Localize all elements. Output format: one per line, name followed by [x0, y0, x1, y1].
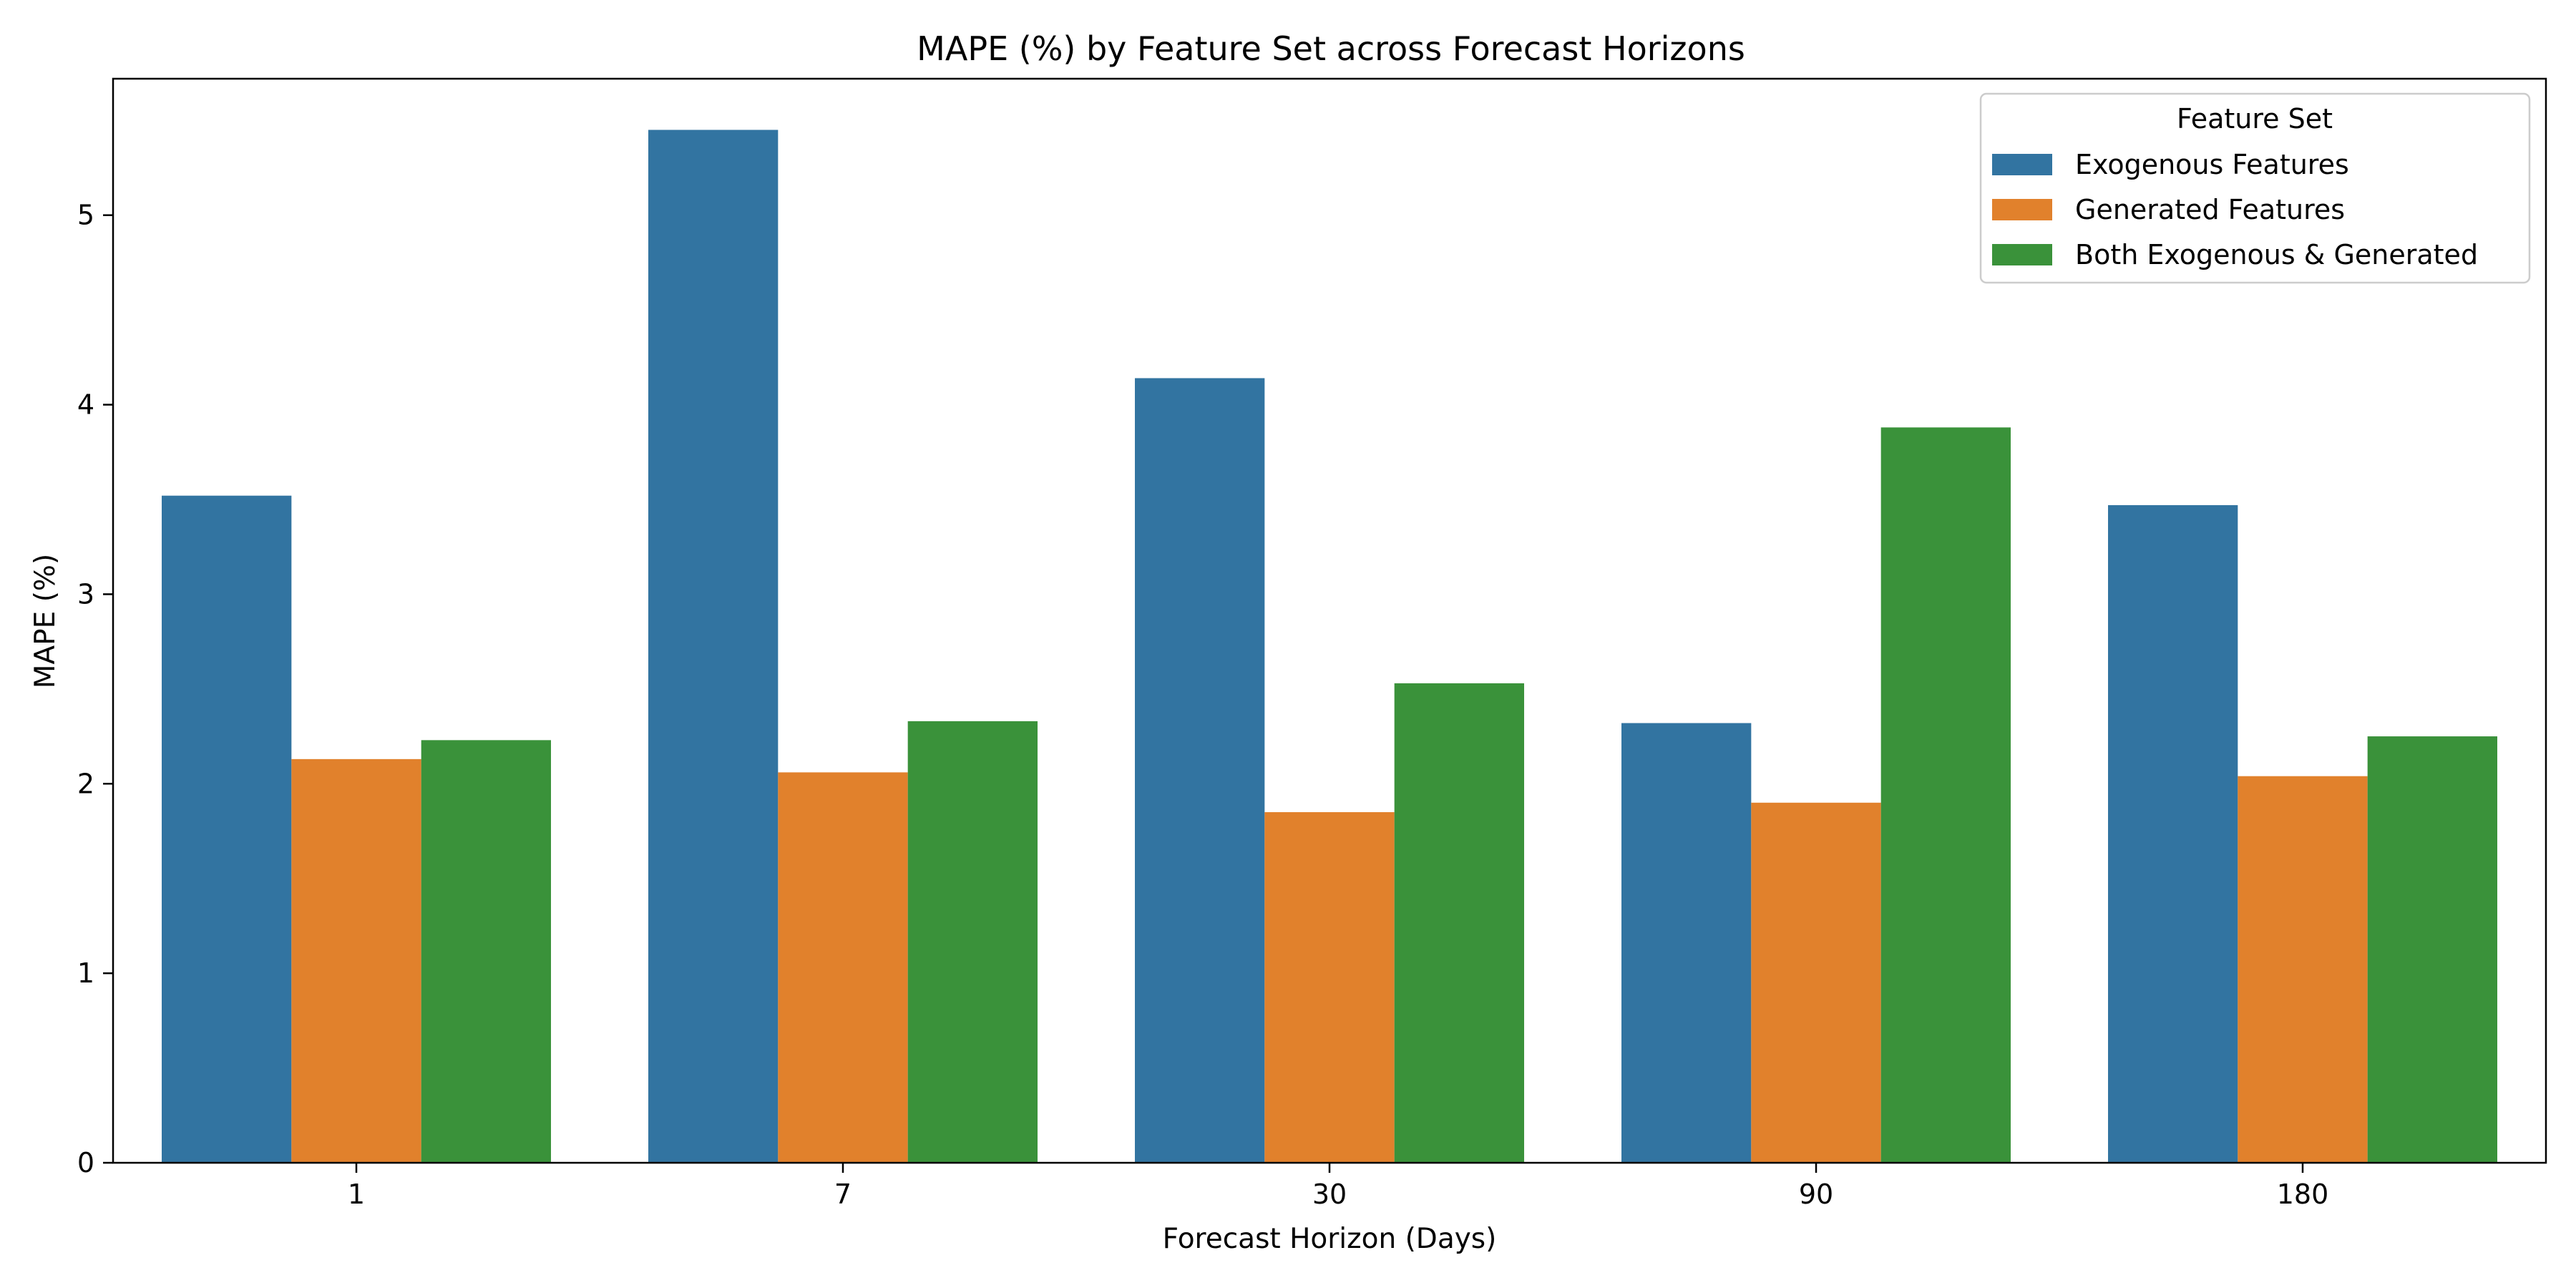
legend-items: Exogenous Features Generated Features Both… [1992, 149, 2478, 270]
y-tick-label: 5 [77, 200, 94, 231]
legend-swatch-1 [1992, 154, 2052, 175]
y-tick-label: 3 [77, 578, 94, 610]
x-axis: 1 7 30 90 180 [348, 1163, 2328, 1210]
y-tick-label: 2 [77, 768, 94, 799]
bar-series-1-horizon-30 [1135, 378, 1265, 1163]
bars-layer [162, 130, 2497, 1163]
bar-series-3-horizon-1 [421, 740, 551, 1163]
x-tick-label: 90 [1799, 1179, 1833, 1210]
x-axis-title: Forecast Horizon (Days) [1163, 1223, 1497, 1255]
legend-label-2: Generated Features [2075, 194, 2345, 225]
bar-series-3-horizon-7 [907, 721, 1038, 1163]
x-tick-label: 7 [834, 1179, 852, 1210]
legend-swatch-3 [1992, 244, 2052, 265]
bar-series-2-horizon-1 [291, 758, 421, 1163]
legend-box [1979, 92, 2531, 284]
x-tick-label: 1 [348, 1179, 365, 1210]
bar-series-3-horizon-30 [1394, 683, 1524, 1163]
y-tick-label: 1 [77, 957, 94, 989]
bar-series-2-horizon-180 [2238, 776, 2368, 1163]
x-tick-label: 30 [1312, 1179, 1347, 1210]
plot-frame [112, 77, 2547, 1164]
bar-series-3-horizon-90 [1880, 427, 2011, 1163]
chart-title: MAPE (%) by Feature Set across Forecast … [917, 29, 1745, 68]
legend-label-1: Exogenous Features [2075, 149, 2349, 180]
y-tick-label: 0 [77, 1147, 94, 1179]
bar-series-3-horizon-180 [2367, 736, 2497, 1163]
bar-series-2-horizon-7 [778, 772, 908, 1163]
bar-series-1-horizon-90 [1621, 723, 1752, 1163]
legend-swatch-2 [1992, 199, 2052, 220]
bar-series-1-horizon-180 [2108, 504, 2238, 1163]
x-tick-label: 180 [2277, 1179, 2329, 1210]
bar-series-2-horizon-30 [1264, 812, 1395, 1163]
y-axis: 0 1 2 3 4 5 [77, 200, 113, 1179]
bar-series-1-horizon-1 [162, 495, 292, 1163]
y-axis-title: MAPE (%) [29, 554, 62, 688]
legend-label-3: Both Exogenous & Generated [2075, 239, 2478, 270]
y-tick-label: 4 [77, 389, 94, 421]
bar-series-2-horizon-90 [1751, 802, 1881, 1163]
legend-title: Feature Set [2177, 103, 2333, 135]
legend: Feature Set Exogenous Features Generated … [1979, 92, 2531, 284]
bar-series-1-horizon-7 [648, 130, 779, 1163]
